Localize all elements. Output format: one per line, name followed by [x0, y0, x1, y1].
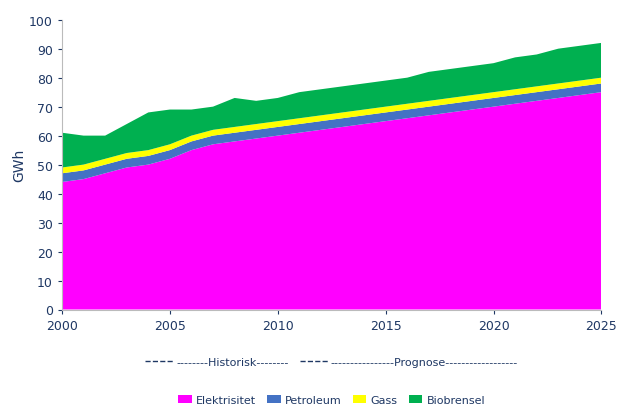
Legend: Elektrisitet, Petroleum, Gass, Biobrensel: Elektrisitet, Petroleum, Gass, Biobrense…	[174, 390, 490, 409]
Y-axis label: GWh: GWh	[12, 149, 26, 182]
